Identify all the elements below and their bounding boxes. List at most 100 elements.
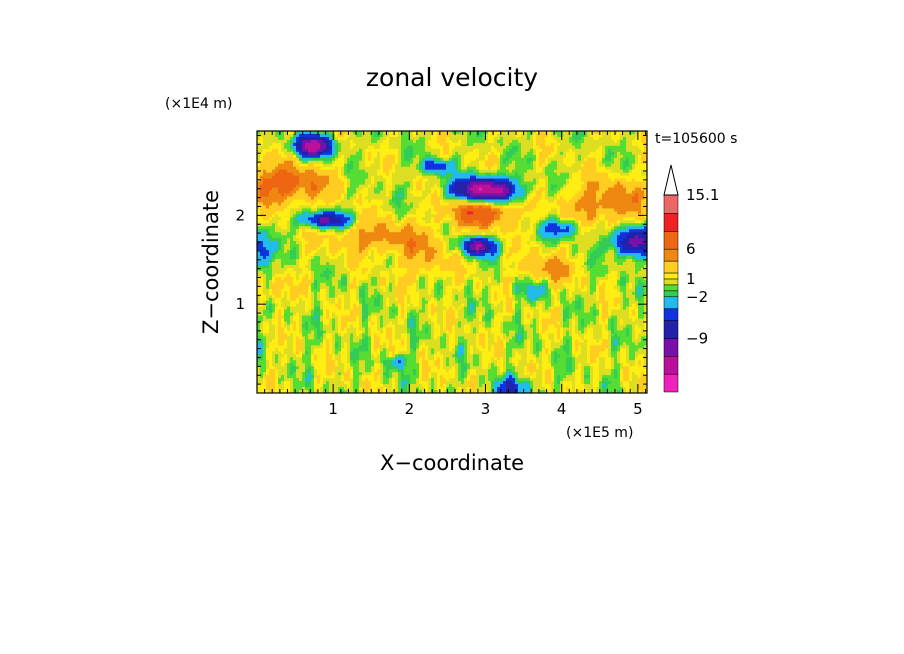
contour-cell (602, 172, 606, 177)
contour-cell (536, 193, 540, 198)
contour-cell (314, 226, 318, 230)
contour-cell (419, 131, 423, 135)
contour-cell (335, 214, 339, 218)
contour-cell (551, 205, 555, 210)
contour-cell (617, 208, 621, 212)
contour-cell (281, 229, 285, 233)
contour-cell (359, 151, 363, 156)
contour-cell (446, 190, 450, 195)
contour-cell (425, 131, 429, 135)
contour-cell (284, 172, 288, 177)
contour-cell (428, 142, 432, 147)
contour-cell (344, 160, 348, 165)
contour-cell (473, 235, 477, 239)
contour-cell (413, 151, 417, 156)
contour-cell (392, 232, 396, 236)
contour-cell (536, 145, 540, 150)
contour-cell (401, 181, 405, 186)
contour-cell (302, 220, 306, 224)
contour-cell (452, 148, 456, 153)
contour-cell (416, 208, 420, 212)
contour-cell (323, 214, 327, 218)
contour-cell (341, 142, 345, 147)
contour-cell (329, 175, 333, 180)
contour-cell (380, 160, 384, 165)
contour-cell (425, 217, 429, 221)
contour-cell (338, 223, 342, 227)
contour-cell (287, 214, 291, 218)
contour-cell (437, 133, 441, 138)
contour-cell (458, 169, 462, 174)
contour-cell (440, 238, 444, 242)
contour-cell (593, 238, 597, 242)
contour-cell (299, 244, 303, 248)
contour-cell (278, 190, 282, 195)
contour-cell (623, 220, 627, 224)
contour-cell (374, 202, 378, 207)
contour-cell (311, 208, 315, 212)
contour-cell (632, 160, 636, 165)
contour-cell (530, 214, 534, 218)
contour-cell (491, 163, 495, 168)
contour-cell (587, 232, 591, 236)
contour-cell (617, 193, 621, 198)
contour-cell (497, 175, 501, 180)
contour-cell (272, 133, 276, 138)
contour-cell (341, 175, 345, 180)
contour-cell (551, 151, 555, 156)
contour-cell (515, 199, 519, 204)
contour-cell (392, 169, 396, 174)
contour-cell (296, 154, 300, 159)
contour-cell (326, 220, 330, 224)
contour-cell (488, 181, 492, 186)
contour-cell (278, 172, 282, 177)
contour-cell (359, 235, 363, 239)
contour-cell (350, 199, 354, 204)
contour-cell (533, 175, 537, 180)
contour-cell (380, 169, 384, 174)
contour-cell (482, 241, 486, 245)
contour-cell (440, 202, 444, 207)
contour-cell (416, 217, 420, 221)
contour-cell (305, 160, 309, 165)
contour-cell (302, 214, 306, 218)
contour-cell (437, 178, 441, 183)
contour-cell (290, 160, 294, 165)
contour-cell (440, 175, 444, 180)
contour-cell (554, 136, 558, 141)
contour-cell (287, 193, 291, 198)
contour-cell (506, 136, 510, 141)
contour-cell (398, 244, 402, 248)
contour-cell (623, 196, 627, 201)
contour-cell (626, 214, 630, 218)
contour-cell (383, 172, 387, 177)
contour-cell (521, 217, 525, 221)
contour-cell (539, 157, 543, 162)
contour-cell (452, 181, 456, 186)
contour-cell (347, 244, 351, 248)
contour-cell (329, 154, 333, 159)
contour-cell (347, 151, 351, 156)
contour-cell (623, 217, 627, 221)
contour-cell (353, 172, 357, 177)
contour-cell (476, 136, 480, 141)
contour-cell (368, 235, 372, 239)
contour-cell (431, 166, 435, 171)
contour-cell (266, 142, 270, 147)
contour-cell (425, 136, 429, 141)
contour-cell (431, 229, 435, 233)
contour-cell (356, 235, 360, 239)
contour-cell (326, 235, 330, 239)
contour-cell (350, 211, 354, 215)
contour-cell (638, 226, 642, 230)
contour-cell (491, 211, 495, 215)
contour-cell (602, 157, 606, 162)
contour-cell (584, 184, 588, 189)
contour-cell (293, 169, 297, 174)
contour-cell (518, 190, 522, 195)
contour-cell (308, 187, 312, 192)
contour-cell (428, 199, 432, 204)
contour-cell (371, 211, 375, 215)
contour-cell (512, 151, 516, 156)
contour-cell (434, 172, 438, 177)
